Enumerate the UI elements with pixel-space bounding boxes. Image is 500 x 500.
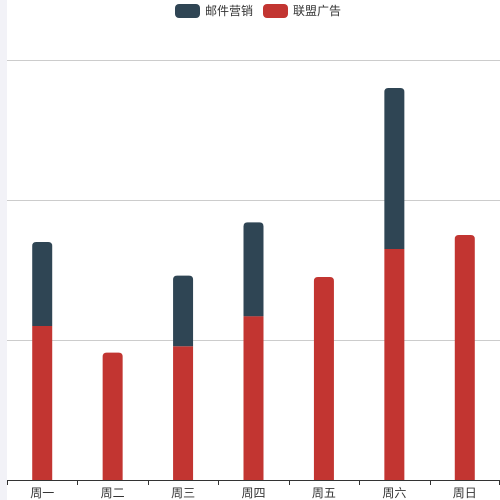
left-edge-strip xyxy=(0,0,7,500)
bar-ad-4 xyxy=(313,277,334,480)
bar-ad-3 xyxy=(243,316,264,480)
x-tick-label-3: 周四 xyxy=(241,486,265,500)
bar-email-2 xyxy=(173,275,194,347)
x-tick-label-6: 周日 xyxy=(453,486,477,500)
bars xyxy=(32,88,475,480)
legend-label-email[interactable]: 邮件营销 xyxy=(205,4,253,18)
legend-swatch-ad[interactable] xyxy=(263,4,288,18)
bar-ad-6 xyxy=(454,235,475,480)
bar-email-0 xyxy=(32,242,53,326)
bar-ad-1 xyxy=(102,352,123,480)
x-tick-label-5: 周六 xyxy=(382,486,406,500)
bar-email-3 xyxy=(243,222,264,317)
bar-email-5 xyxy=(384,88,405,249)
legend-swatch-email[interactable] xyxy=(175,4,200,18)
x-tick-label-2: 周三 xyxy=(171,486,195,500)
x-tick-label-0: 周一 xyxy=(30,486,54,500)
bar-ad-0 xyxy=(32,326,53,480)
x-axis: 周一 周二 周三 周四 周五 周六 周日 xyxy=(7,480,500,500)
legend: 邮件营销 联盟广告 xyxy=(175,4,341,18)
legend-label-ad[interactable]: 联盟广告 xyxy=(293,4,341,18)
bar-ad-2 xyxy=(173,346,194,480)
bar-ad-5 xyxy=(384,249,405,480)
x-tick-label-1: 周二 xyxy=(101,486,125,500)
x-tick-label-4: 周五 xyxy=(312,486,336,500)
